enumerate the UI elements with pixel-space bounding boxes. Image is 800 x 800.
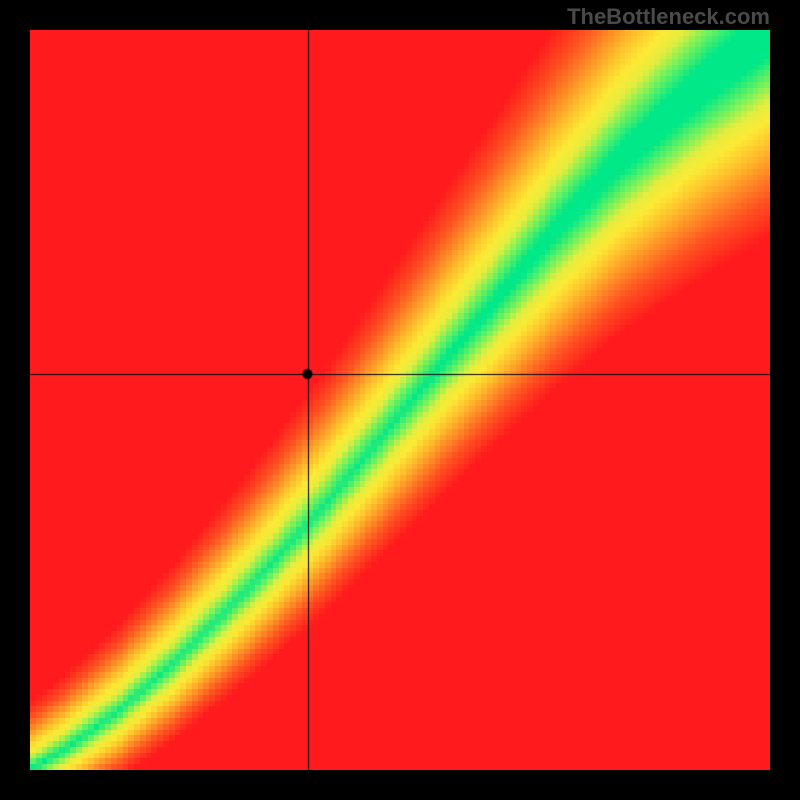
bottleneck-heatmap bbox=[30, 30, 770, 770]
chart-container: { "chart": { "type": "heatmap", "canvas_… bbox=[0, 0, 800, 800]
watermark-text: TheBottleneck.com bbox=[567, 4, 770, 30]
